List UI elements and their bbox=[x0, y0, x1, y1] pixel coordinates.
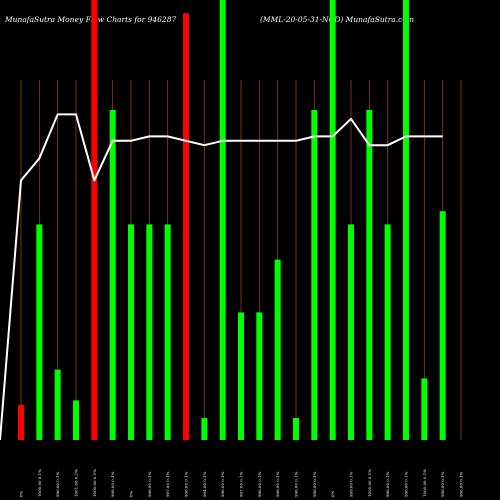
x-tick-label: 0% bbox=[19, 490, 24, 497]
x-tick-label: 998.00 0.1% bbox=[257, 471, 262, 497]
x-tick-label: 998.00 0.1% bbox=[440, 471, 445, 497]
x-tick-label: 998.00 0.1% bbox=[147, 471, 152, 497]
x-tick-label: 0% bbox=[129, 490, 134, 497]
bar bbox=[183, 13, 189, 440]
x-tick-label: 998.00 0.1% bbox=[312, 471, 317, 497]
x-tick-label: 1001.00 0.1% bbox=[74, 469, 79, 497]
bars bbox=[18, 0, 446, 440]
x-tick-label: 996.00 0.1% bbox=[294, 471, 299, 497]
x-tick-label: 997.00 0.1% bbox=[165, 471, 170, 497]
bar bbox=[256, 312, 263, 440]
bar bbox=[384, 224, 391, 440]
bar bbox=[146, 224, 153, 440]
bar bbox=[329, 0, 336, 440]
x-tick-label: 997.00 0.1% bbox=[239, 471, 244, 497]
flow-line bbox=[0, 113, 443, 441]
x-tick-label: 998.00 0.1% bbox=[459, 471, 464, 497]
bar bbox=[73, 400, 79, 440]
bar bbox=[36, 224, 43, 440]
bar bbox=[274, 259, 281, 440]
bar bbox=[219, 0, 226, 440]
bar bbox=[109, 110, 116, 440]
x-tick-label: 0% bbox=[330, 490, 335, 497]
x-tick-label: 996.00 0.1% bbox=[55, 471, 60, 497]
bar bbox=[164, 224, 171, 440]
chart-title: MunafaSutra Money Flow Charts for 946287 bbox=[4, 15, 176, 24]
x-tick-label: 998.00 0.1% bbox=[275, 471, 280, 497]
x-tick-label: 1000.00 0.1% bbox=[37, 469, 42, 497]
bar bbox=[348, 224, 354, 440]
bar bbox=[311, 110, 318, 440]
bar bbox=[18, 404, 24, 440]
bar bbox=[421, 378, 428, 440]
bar bbox=[238, 312, 244, 440]
bar bbox=[293, 418, 299, 440]
flow-line-path bbox=[0, 113, 443, 441]
x-tick-label: 1000.00 0.1% bbox=[92, 469, 97, 497]
chart-subtitle: (MML-20-05-31-NCD) MunafaSutra.com bbox=[260, 15, 414, 24]
bar bbox=[128, 224, 134, 440]
x-tick-label: 1000.00 0.1% bbox=[367, 469, 372, 497]
x-tick-label: 998.00 0.1% bbox=[385, 471, 390, 497]
bar bbox=[91, 0, 98, 440]
x-tick-label: 996.00 0.1% bbox=[404, 471, 409, 497]
x-tick-label: 996.00 0.1% bbox=[184, 471, 189, 497]
x-axis-labels: 0% 1000.00 0.1% 996.00 0.1% 1001.00 0.1% 100… bbox=[19, 469, 464, 497]
bar bbox=[201, 418, 208, 440]
x-tick-label: 998.00 0.1% bbox=[110, 471, 115, 497]
bar bbox=[439, 211, 446, 440]
x-tick-label: 1000.00 0.1% bbox=[422, 469, 427, 497]
x-tick-label: 994.00 0.1% bbox=[202, 471, 207, 497]
bar bbox=[54, 369, 61, 440]
x-tick-label: 999.00 0.1% bbox=[349, 471, 354, 497]
bar bbox=[403, 0, 409, 440]
bar bbox=[366, 110, 373, 440]
x-tick-label: 996.00 0.1% bbox=[220, 471, 225, 497]
